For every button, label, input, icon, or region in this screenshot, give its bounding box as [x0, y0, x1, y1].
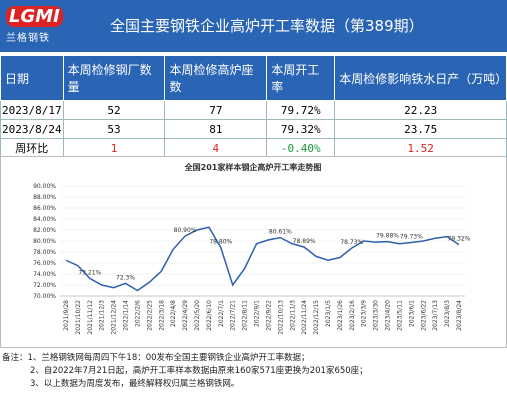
table-cell: 79.72% — [266, 100, 336, 120]
table-body: 2023/8/17 52 77 79.72% 22.23 2023/8/24 53 81 79.… — [0, 100, 507, 158]
x-tick-label: 2022/12/15 — [313, 300, 320, 335]
y-tick-label: 76.00% — [33, 260, 56, 267]
note: 备注：1、兰格钢铁网每周四下午18：00发布全国主要钢铁企业高炉开工率数据； — [2, 353, 310, 363]
y-tick-label: 70.00% — [33, 293, 56, 300]
x-tick-label: 2022/8/11 — [242, 300, 249, 331]
table-row: 2023/8/17 52 77 79.72% 22.23 — [0, 100, 507, 120]
x-tick-label: 2022/1/14 — [123, 300, 130, 331]
header-cell: 本周开工率 — [266, 55, 336, 101]
x-tick-label: 2022/4/29 — [182, 300, 189, 331]
table-cell: 53 — [62, 119, 166, 139]
table-row: 周环比 1 4 -0.40% 1.52 — [0, 138, 507, 158]
data-label: 72.3% — [116, 274, 135, 281]
y-tick-label: 72.00% — [33, 282, 56, 289]
table-cell: 周环比 — [0, 138, 64, 158]
x-tick-label: 2021/12/24 — [111, 300, 118, 335]
logo-mark: LGMI — [6, 6, 63, 27]
y-tick-label: 86.00% — [33, 205, 56, 212]
x-tick-label: 2023/1/26 — [337, 300, 344, 331]
y-tick-label: 78.00% — [33, 249, 56, 256]
data-label: 73.21% — [78, 269, 101, 276]
x-tick-label: 2023/1/5 — [325, 300, 332, 327]
table-cell: 52 — [62, 100, 166, 120]
table-cell: 2023/8/24 — [0, 119, 64, 139]
x-tick-label: 2023/8/24 — [456, 300, 463, 331]
header-cell: 日期 — [0, 55, 64, 101]
x-tick-label: 2023/3/9 — [361, 300, 368, 327]
x-tick-label: 2023/5/11 — [396, 300, 403, 331]
x-tick-label: 2021/12/3 — [99, 300, 106, 331]
y-tick-label: 84.00% — [33, 216, 56, 223]
y-tick-label: 80.00% — [33, 238, 56, 245]
x-tick-label: 2022/5/20 — [194, 300, 201, 331]
table-cell: 4 — [164, 138, 268, 158]
y-tick-label: 82.00% — [33, 227, 56, 234]
data-label: 78.73% — [340, 239, 363, 246]
table-cell: 1 — [62, 138, 166, 158]
header-cell: 本周检修高炉座数 — [164, 55, 268, 101]
x-tick-label: 2022/7/21 — [230, 300, 237, 331]
x-tick-label: 2023/8/3 — [444, 300, 451, 327]
logo: LGMI 兰格钢铁 — [6, 6, 66, 46]
line — [65, 226, 460, 292]
x-tick-label: 2022/9/1 — [254, 300, 261, 327]
table-cell: 81 — [164, 119, 268, 139]
data-label: 79.88% — [376, 233, 399, 240]
y-tick-label: 74.00% — [33, 271, 56, 278]
table-cell: -0.40% — [266, 138, 336, 158]
x-tick-label: 2022/3/18 — [158, 300, 165, 331]
table-cell: 79.32% — [266, 119, 336, 139]
x-tick-label: 2022/6/10 — [206, 300, 213, 331]
x-tick-label: 2022/10/13 — [277, 300, 284, 335]
table-row: 2023/8/24 53 81 79.32% 23.75 — [0, 119, 507, 139]
note: 2、自2022年7月21日起，高炉开工率样本数据由原来160家571座更换为20… — [30, 366, 368, 376]
x-tick-label: 2021/11/12 — [87, 300, 94, 335]
note: 3、以上数据为周度发布，最终解释权归属兰格钢铁网。 — [30, 379, 240, 389]
header-cell: 本周检修影响铁水日产（万吨） — [334, 55, 507, 101]
chart: 全国201家样本钢企高炉开工率走势图 70.00% 72.00% 74.00% 76.… — [0, 156, 507, 348]
title: 全国主要钢铁企业高炉开工率数据（第389期） — [110, 17, 424, 35]
x-tick-label: 2022/11/24 — [301, 300, 308, 335]
table: 日期 本周检修钢厂数量 本周检修高炉座数 本周开工率 本周检修影响铁水日产（万吨） 20… — [0, 55, 507, 158]
x-tick-label: 2022/2/6 — [134, 300, 141, 327]
chart-title: 全国201家样本钢企高炉开工率走势图 — [184, 162, 322, 172]
y-tick-label: 88.00% — [33, 194, 56, 201]
data-label: 80.61% — [269, 229, 292, 236]
x-tick-label: 2022/7/1 — [218, 300, 225, 327]
x-tick-label: 2022/2/25 — [146, 300, 153, 331]
table-cell: 2023/8/17 — [0, 100, 64, 120]
header: LGMI 兰格钢铁 全国主要钢铁企业高炉开工率数据（第389期） — [0, 0, 507, 52]
table-cell: 22.23 — [334, 100, 507, 120]
table-cell: 77 — [164, 100, 268, 120]
data-label: 78.89% — [293, 238, 316, 245]
x-tick-label: 2021/10/22 — [75, 300, 82, 335]
table-cell: 23.75 — [334, 119, 507, 139]
header-cell: 本周检修钢厂数量 — [62, 55, 166, 101]
x-tick-label: 2023/3/30 — [373, 300, 380, 331]
x-tick-label: 2023/4/20 — [385, 300, 392, 331]
x-tick-label: 2023/6/1 — [408, 300, 415, 327]
x-tick-label: 2022/4/8 — [170, 300, 177, 327]
x-tick-label: 2023/2/16 — [349, 300, 356, 331]
logo-text: 兰格钢铁 — [6, 33, 50, 44]
x-tick-label: 2022/9/22 — [265, 300, 272, 331]
data-label: 78.80% — [209, 239, 232, 246]
x-tick-label: 2023/6/22 — [420, 300, 427, 331]
data-label: 79.32% — [448, 236, 471, 243]
y-tick-label: 90.00% — [33, 183, 56, 190]
x-tick-label: 2023/7/13 — [432, 300, 439, 331]
data-label: 79.73% — [400, 233, 423, 240]
data-label: 80.90% — [174, 227, 197, 234]
x-tick-label: 2022/11/3 — [289, 300, 296, 331]
table-cell: 1.52 — [334, 138, 507, 158]
notes: 备注：1、兰格钢铁网每周四下午18：00发布全国主要钢铁企业高炉开工率数据； 2、… — [2, 352, 368, 391]
x-tick-label: 2021/9/28 — [63, 300, 70, 331]
table-header: 日期 本周检修钢厂数量 本周检修高炉座数 本周开工率 本周检修影响铁水日产（万吨） — [0, 55, 507, 101]
